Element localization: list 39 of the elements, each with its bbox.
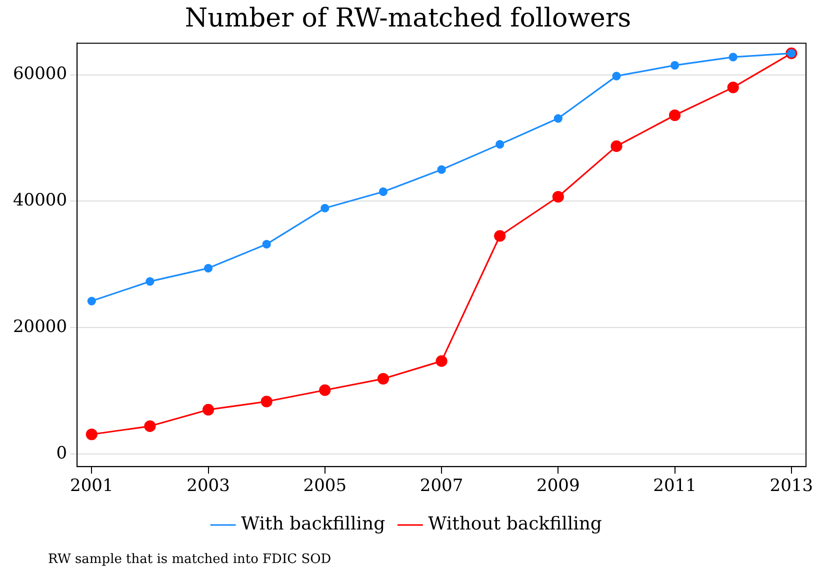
point: [87, 296, 96, 306]
legend-label: With backfilling: [241, 514, 386, 535]
point: [377, 372, 390, 385]
point: [378, 187, 388, 196]
y-tick-label: 40000: [12, 190, 68, 211]
x-tick-label: 2013: [770, 476, 814, 496]
x-tick-label: 2009: [536, 476, 580, 496]
point: [670, 61, 680, 70]
y-tick-label: 60000: [12, 64, 68, 84]
point: [320, 204, 330, 212]
point: [86, 428, 98, 440]
x-tick-label: 2007: [420, 476, 464, 496]
chart-title: Number of RW-matched followers: [184, 3, 632, 34]
point: [144, 420, 156, 432]
point: [494, 230, 506, 242]
text: RW sample that is matched into FDIC SOD: [48, 552, 332, 567]
point: [668, 109, 681, 122]
point: [260, 396, 272, 408]
x-tick-label: 2011: [653, 476, 696, 496]
point: [319, 384, 331, 396]
point: [436, 355, 448, 367]
x-tick-label: 2001: [70, 476, 114, 496]
point: [554, 114, 562, 123]
point: [610, 140, 622, 152]
y-tick-label: 20000: [12, 316, 68, 337]
point: [552, 190, 564, 203]
point: [727, 82, 739, 94]
point: [262, 240, 271, 248]
point: [728, 52, 738, 62]
x-tick-label: 2005: [303, 476, 347, 496]
point: [437, 165, 446, 174]
y-tick-label: 0: [56, 443, 68, 464]
x-tick-label: 2003: [186, 476, 230, 496]
point: [612, 72, 621, 80]
point: [204, 264, 213, 272]
legend-label: Without backfilling: [428, 514, 602, 535]
point: [202, 404, 214, 416]
point: [496, 140, 504, 149]
point: [146, 277, 154, 286]
